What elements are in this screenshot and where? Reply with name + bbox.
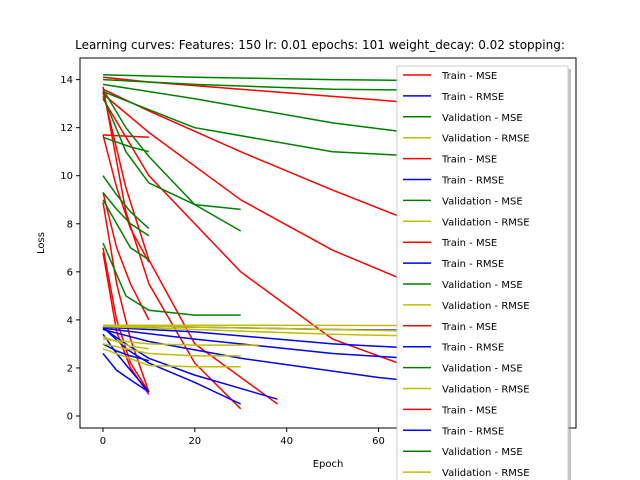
legend-label: Validation - MSE <box>442 113 523 124</box>
x-axis-label: Epoch <box>313 459 344 470</box>
y-axis: 0 2 4 6 8 10 12 14 <box>60 75 80 422</box>
series-line-36 <box>102 338 260 346</box>
legend-label: Validation - MSE <box>442 280 523 291</box>
legend-label: Train - RMSE <box>441 259 504 270</box>
y-tick-label: 0 <box>67 411 73 422</box>
series-line-28 <box>102 242 241 316</box>
series-line-27 <box>102 96 241 211</box>
legend-label: Validation - RMSE <box>442 301 530 312</box>
x-tick-label: 60 <box>372 436 385 447</box>
legend-label: Train - MSE <box>441 322 497 333</box>
series-line-9 <box>102 202 150 393</box>
series-line-18 <box>102 327 278 400</box>
legend-label: Train - RMSE <box>441 343 504 354</box>
series-line-37 <box>102 343 241 357</box>
y-tick-label: 10 <box>60 171 73 182</box>
series-line-8 <box>102 192 150 321</box>
series-line-12 <box>102 134 149 139</box>
y-tick-label: 8 <box>67 219 73 230</box>
series-line-19 <box>102 333 150 393</box>
series-line-7 <box>102 134 150 263</box>
series-line-30 <box>102 192 150 237</box>
y-tick-label: 6 <box>67 267 73 278</box>
series-line-20 <box>102 353 150 393</box>
x-axis: 0 20 40 60 <box>100 428 385 447</box>
legend-label: Train - MSE <box>441 238 497 249</box>
y-tick-label: 4 <box>67 315 73 326</box>
chart-title: Learning curves: Features: 150 lr: 0.01 … <box>75 38 565 52</box>
legend-label: Train - RMSE <box>441 426 504 437</box>
legend-label: Validation - MSE <box>442 364 523 375</box>
series-line-21 <box>102 343 150 362</box>
series-line-31 <box>102 136 150 153</box>
legend-box <box>396 65 569 480</box>
legend-label: Validation - MSE <box>442 447 523 458</box>
legend-label: Validation - RMSE <box>442 468 530 479</box>
x-tick-label: 0 <box>100 436 106 447</box>
legend-label: Validation - RMSE <box>442 134 530 145</box>
legend-label: Train - MSE <box>441 155 497 166</box>
plot-frame <box>79 57 577 429</box>
legend-label: Train - RMSE <box>441 176 504 187</box>
series-line-26 <box>102 88 242 232</box>
legend-label: Validation - RMSE <box>442 217 530 228</box>
y-tick-label: 14 <box>60 75 73 86</box>
series-line-39 <box>102 335 149 350</box>
y-tick-label: 2 <box>67 363 73 374</box>
y-axis-label: Loss <box>36 232 47 254</box>
series-line-29 <box>102 175 150 230</box>
x-tick-label: 20 <box>188 436 201 447</box>
legend-label: Train - MSE <box>441 71 497 82</box>
legend-label: Validation - RMSE <box>442 385 530 396</box>
legend-label: Train - RMSE <box>441 92 504 103</box>
series-line-4 <box>102 86 242 410</box>
legend: Train - MSE Train - RMSE Validation - MSE V… <box>396 65 571 480</box>
legend-label: Train - MSE <box>441 405 497 416</box>
legend-label: Validation - MSE <box>442 196 523 207</box>
x-tick-label: 40 <box>280 436 293 447</box>
series-line-38 <box>102 347 241 368</box>
y-tick-label: 12 <box>60 123 73 134</box>
series-line-32 <box>102 199 150 261</box>
